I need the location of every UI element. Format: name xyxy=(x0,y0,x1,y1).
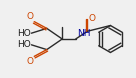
Text: O: O xyxy=(88,14,95,23)
Text: NH: NH xyxy=(77,29,90,38)
Text: O: O xyxy=(26,57,33,66)
Text: HO: HO xyxy=(17,40,30,49)
Text: HO: HO xyxy=(17,29,30,38)
Text: O: O xyxy=(26,12,33,21)
